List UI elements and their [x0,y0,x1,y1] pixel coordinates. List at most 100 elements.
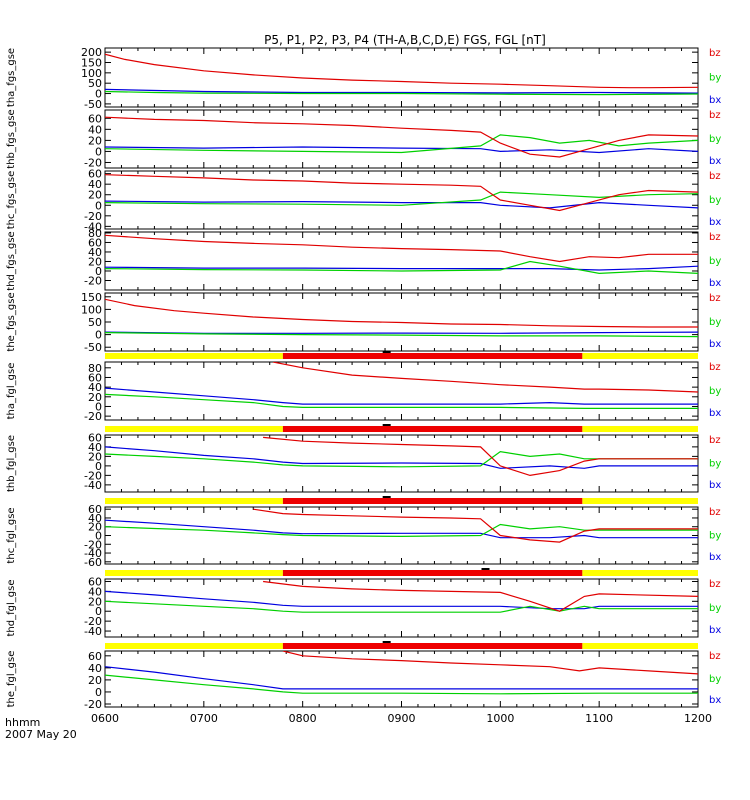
mode-bar-segment [105,498,283,504]
legend-by: by [709,256,721,267]
x-tick-label: 1000 [486,712,514,725]
panel-frame [104,650,699,708]
panel-frame [104,47,699,108]
mode-bar-segment [582,426,698,432]
series-bz [105,298,698,328]
mode-bar-segment [282,643,583,649]
y-axis-label: tha_fgl_gse [6,363,17,420]
legend-by: by [709,73,721,84]
series-bx [105,446,698,469]
y-tick-label: -20 [84,615,102,628]
y-tick-label: 60 [88,575,102,588]
mode-bar-marker [382,496,391,498]
mode-bar [105,424,698,432]
y-tick-label: 50 [88,77,102,90]
legend-bz: bz [709,293,721,304]
y-tick-label: 40 [88,123,102,136]
y-tick-label: -20 [84,538,102,551]
y-tick-label: -40 [84,625,102,638]
series-bz [263,580,698,612]
mode-bar [105,496,698,504]
y-tick-label: 0 [95,460,102,473]
series-bx [105,200,698,209]
panel-frame [104,578,699,638]
series-by [105,332,698,338]
mode-bar-segment [105,570,283,576]
y-axis-label: thb_fgl_gse [6,435,17,492]
mode-bar-segment [582,570,698,576]
x-tick-label: 0900 [388,712,416,725]
mode-bar-marker [382,641,391,643]
y-tick-label: -20 [84,274,102,287]
legend-by: by [709,459,721,470]
series-bx [105,265,698,271]
legend-by: by [709,134,721,145]
legend-bz: bz [709,435,721,446]
legend-by: by [709,674,721,685]
y-tick-label: -20 [84,210,102,223]
mode-bar-marker [481,568,490,570]
panel-frame [104,361,699,421]
mode-bar-marker [382,424,391,426]
y-tick-label: -50 [84,98,102,111]
series-bz [105,234,698,263]
y-axis-label: the_fgl_gse [6,651,17,708]
y-tick-label: 0 [95,145,102,158]
legend-bz: bz [709,362,721,373]
series-bx [105,146,698,154]
y-tick-label: 60 [88,112,102,125]
y-axis-label: thd_fgs_gse [6,231,17,290]
y-tick-label: 100 [81,67,102,80]
y-tick-label: -40 [84,547,102,560]
y-tick-label: 40 [88,585,102,598]
panel-frame [104,506,699,565]
y-tick-label: 0 [95,329,102,342]
y-tick-label: 150 [81,291,102,304]
y-axis-label: the_fgs_gse [6,292,17,351]
series-bx [105,387,698,405]
y-tick-label: 20 [88,189,102,202]
mode-bar-segment [105,643,283,649]
y-tick-label: 40 [88,662,102,675]
y-tick-label: 60 [88,168,102,181]
y-tick-label: 40 [88,512,102,525]
y-tick-label: -50 [84,341,102,354]
y-tick-label: 60 [88,371,102,384]
series-bz [253,508,698,543]
x-tick-label: 1200 [684,712,712,725]
legend-bz: bz [709,232,721,243]
legend-by: by [709,317,721,328]
y-tick-label: 100 [81,303,102,316]
y-tick-label: 20 [88,521,102,534]
series-bx [105,590,698,610]
mode-bar-segment [105,426,283,432]
mode-bar [105,641,698,649]
mode-bar-segment [282,498,583,504]
series-by [105,450,698,468]
mode-bar-segment [105,353,283,359]
mode-bar-segment [282,426,583,432]
legend-bx: bx [709,156,721,167]
legend-by: by [709,195,721,206]
y-tick-label: 0 [95,199,102,212]
legend-bz: bz [709,48,721,59]
mode-bar [105,568,698,576]
mode-bar-segment [282,570,583,576]
legend-bx: bx [709,552,721,563]
legend-bz: bz [709,171,721,182]
y-tick-label: -40 [84,220,102,233]
series-bz [105,174,698,212]
y-tick-label: 0 [95,265,102,278]
series-by [105,600,698,613]
y-tick-label: -20 [84,698,102,711]
y-tick-label: 200 [81,46,102,59]
mode-bar-segment [582,498,698,504]
series-by [105,134,698,154]
